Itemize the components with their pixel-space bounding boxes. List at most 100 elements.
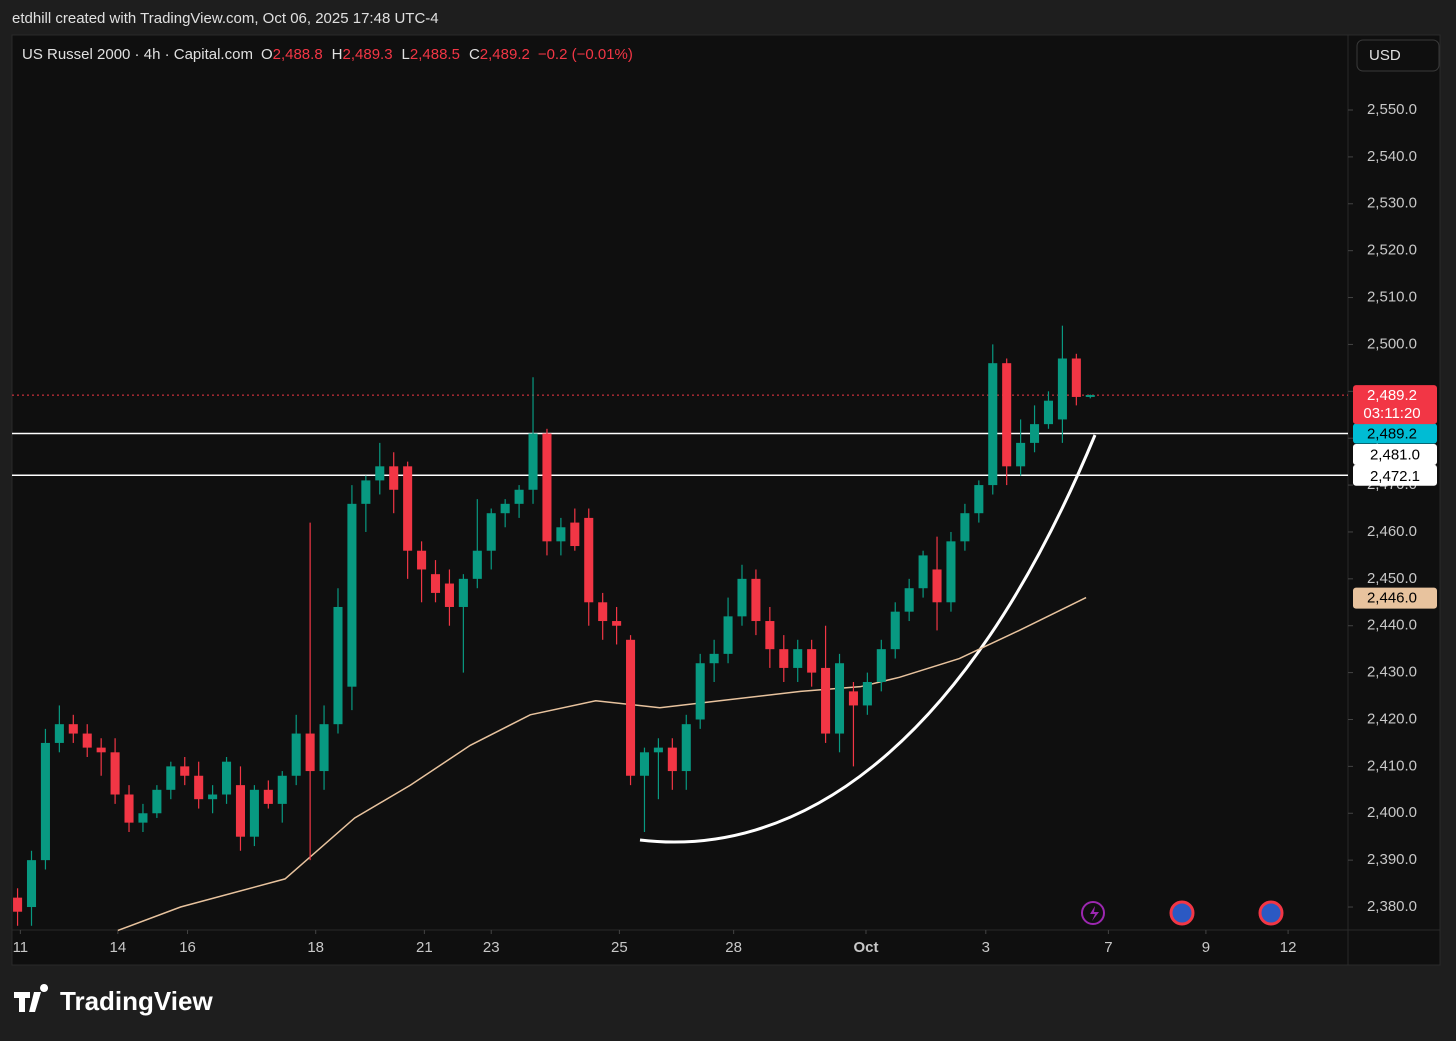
y-tick-label: 2,500.0 — [1367, 335, 1417, 352]
y-tick-label: 2,550.0 — [1367, 101, 1417, 118]
brand: TradingView — [60, 986, 213, 1016]
candle-body — [695, 663, 705, 720]
y-tick-label: 2,400.0 — [1367, 804, 1417, 821]
candle-body — [152, 789, 162, 814]
candle-body — [862, 681, 872, 706]
level-label: 2,481.0 — [1370, 446, 1420, 463]
candle-body — [208, 794, 218, 800]
credit: etdhill created with TradingView.com, Oc… — [12, 10, 439, 27]
candle-body — [68, 724, 78, 734]
alert-tag-box — [1353, 423, 1437, 444]
candle-body — [40, 742, 50, 861]
candle-body — [1016, 442, 1026, 467]
x-tick-label: 16 — [179, 939, 196, 956]
y-tick-label: 2,450.0 — [1367, 570, 1417, 587]
candle-body — [918, 555, 928, 589]
candle-body — [779, 649, 789, 668]
event-flag[interactable] — [1258, 900, 1284, 926]
candle-body — [723, 616, 733, 654]
candle-body — [932, 569, 942, 603]
event-icon[interactable] — [1081, 901, 1105, 925]
event-icon-bolt — [1090, 906, 1099, 921]
legend-key: O — [261, 46, 273, 63]
y-tick-label: 2,520.0 — [1367, 242, 1417, 259]
x-tick-label: 11 — [13, 939, 29, 956]
candle-body — [403, 466, 413, 551]
y-tick-label: 2,440.0 — [1367, 617, 1417, 634]
alert-label: 2,489.2 — [1367, 425, 1417, 442]
y-tick-label: 2,510.0 — [1367, 289, 1417, 306]
candle-body — [1043, 400, 1054, 425]
candle-body — [946, 541, 956, 603]
candle-body — [904, 588, 914, 612]
candle-body — [960, 513, 970, 542]
x-tick-label: Oct — [853, 939, 878, 956]
candle-body — [235, 785, 245, 837]
candle-body — [612, 621, 622, 626]
x-tick-label: 18 — [307, 939, 324, 956]
legend-value: 2,489.3 — [343, 46, 393, 63]
candle-body — [1057, 358, 1067, 420]
candle-body — [639, 752, 650, 776]
candle-body — [807, 649, 817, 673]
x-tick-label: 23 — [483, 939, 500, 956]
candle-body — [653, 747, 663, 753]
candle-body — [249, 789, 259, 837]
currency-button[interactable] — [1356, 39, 1440, 72]
y-tick-label: 2,530.0 — [1367, 195, 1417, 212]
y-tick-label: 2,460.0 — [1367, 523, 1417, 540]
candle-body — [890, 611, 900, 650]
candle-body — [472, 550, 482, 579]
symbol-title: US Russel 2000 · 4h · Capital.com — [22, 46, 253, 63]
candle-body — [500, 503, 510, 514]
candle-body — [988, 363, 998, 486]
candle-body — [821, 667, 831, 734]
candle-body — [542, 433, 552, 542]
last-price-box — [1353, 385, 1437, 425]
y-tick-label: 2,410.0 — [1367, 757, 1417, 774]
candle-body — [848, 691, 858, 706]
candle-body — [96, 747, 106, 753]
candle-body — [556, 527, 566, 542]
legend-value: 2,488.5 — [410, 46, 460, 63]
candle-body — [486, 513, 496, 551]
candle-body — [361, 480, 371, 504]
countdown: 03:11:20 — [1363, 405, 1420, 422]
legend-key: C — [469, 46, 480, 63]
candle-body — [291, 733, 301, 776]
candle-body — [347, 503, 357, 687]
candle-body — [277, 775, 287, 804]
ma-label: 2,446.0 — [1367, 590, 1417, 607]
x-tick-label: 25 — [611, 939, 628, 956]
candle-body — [319, 724, 329, 772]
candle-body — [417, 550, 427, 570]
legend-key: H — [332, 46, 343, 63]
candle-body — [1002, 363, 1012, 467]
x-tick-label: 9 — [1202, 939, 1210, 956]
candle-body — [667, 747, 677, 772]
candle-body — [528, 433, 538, 490]
x-tick-label: 12 — [1280, 939, 1297, 956]
candle-body — [263, 789, 273, 804]
candle-body — [737, 578, 747, 617]
candle-body — [751, 578, 761, 622]
event-flag[interactable] — [1169, 900, 1195, 926]
candle-body — [584, 517, 594, 603]
legend-value: 2,489.2 — [480, 46, 530, 63]
x-tick-label: 7 — [1104, 939, 1112, 956]
y-tick-label: 2,390.0 — [1367, 851, 1417, 868]
brand-logo — [14, 984, 49, 1012]
candle-body — [305, 733, 315, 772]
candle-body — [166, 766, 176, 790]
x-tick-label: 28 — [725, 939, 742, 956]
x-tick-label: 14 — [110, 939, 127, 956]
legend: US Russel 2000 · 4h · Capital.com O 2,488.… — [22, 46, 633, 63]
legend-text: US Russel 2000 · 4h · Capital.com O 2,488.… — [22, 46, 633, 63]
candle-body — [194, 775, 204, 800]
candle-body — [570, 522, 580, 547]
candle-body — [389, 466, 399, 490]
plot-frame — [11, 34, 1441, 966]
candle-body — [793, 649, 803, 668]
candle-body — [124, 794, 134, 823]
candle-body — [598, 602, 608, 622]
